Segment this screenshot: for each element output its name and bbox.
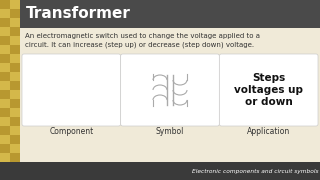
Text: Electronic components and circuit symbols: Electronic components and circuit symbol… xyxy=(191,168,318,174)
Text: Component: Component xyxy=(49,127,93,136)
FancyBboxPatch shape xyxy=(0,54,10,63)
FancyBboxPatch shape xyxy=(0,0,10,9)
FancyBboxPatch shape xyxy=(0,126,10,135)
FancyBboxPatch shape xyxy=(121,54,219,126)
FancyBboxPatch shape xyxy=(10,18,20,27)
FancyBboxPatch shape xyxy=(0,135,10,144)
FancyBboxPatch shape xyxy=(10,90,20,99)
Text: Application: Application xyxy=(247,127,290,136)
FancyBboxPatch shape xyxy=(10,81,20,90)
FancyBboxPatch shape xyxy=(10,0,20,9)
Text: Symbol: Symbol xyxy=(156,127,184,136)
FancyBboxPatch shape xyxy=(10,27,20,36)
FancyBboxPatch shape xyxy=(0,9,10,18)
FancyBboxPatch shape xyxy=(10,9,20,18)
FancyBboxPatch shape xyxy=(0,162,320,180)
FancyBboxPatch shape xyxy=(0,72,10,81)
Text: An electromagnetic switch used to change the voltage applied to a
circuit. It ca: An electromagnetic switch used to change… xyxy=(25,33,260,48)
Text: Steps
voltages up
or down: Steps voltages up or down xyxy=(234,73,303,107)
FancyBboxPatch shape xyxy=(0,117,10,126)
FancyBboxPatch shape xyxy=(0,108,10,117)
FancyBboxPatch shape xyxy=(10,171,20,180)
FancyBboxPatch shape xyxy=(10,108,20,117)
FancyBboxPatch shape xyxy=(0,45,10,54)
FancyBboxPatch shape xyxy=(0,162,10,171)
FancyBboxPatch shape xyxy=(0,90,10,99)
FancyBboxPatch shape xyxy=(0,144,10,153)
FancyBboxPatch shape xyxy=(10,36,20,45)
FancyBboxPatch shape xyxy=(10,72,20,81)
FancyBboxPatch shape xyxy=(0,99,10,108)
FancyBboxPatch shape xyxy=(10,63,20,72)
FancyBboxPatch shape xyxy=(10,117,20,126)
FancyBboxPatch shape xyxy=(20,0,320,28)
FancyBboxPatch shape xyxy=(10,153,20,162)
FancyBboxPatch shape xyxy=(0,27,10,36)
FancyBboxPatch shape xyxy=(0,171,10,180)
FancyBboxPatch shape xyxy=(10,135,20,144)
FancyBboxPatch shape xyxy=(10,99,20,108)
FancyBboxPatch shape xyxy=(0,153,10,162)
FancyBboxPatch shape xyxy=(0,81,10,90)
FancyBboxPatch shape xyxy=(10,126,20,135)
FancyBboxPatch shape xyxy=(0,18,10,27)
FancyBboxPatch shape xyxy=(10,54,20,63)
FancyBboxPatch shape xyxy=(219,54,318,126)
FancyBboxPatch shape xyxy=(10,144,20,153)
FancyBboxPatch shape xyxy=(20,28,320,162)
FancyBboxPatch shape xyxy=(10,162,20,171)
FancyBboxPatch shape xyxy=(0,36,10,45)
Text: Transformer: Transformer xyxy=(26,6,131,21)
FancyBboxPatch shape xyxy=(0,63,10,72)
FancyBboxPatch shape xyxy=(22,54,121,126)
FancyBboxPatch shape xyxy=(10,45,20,54)
